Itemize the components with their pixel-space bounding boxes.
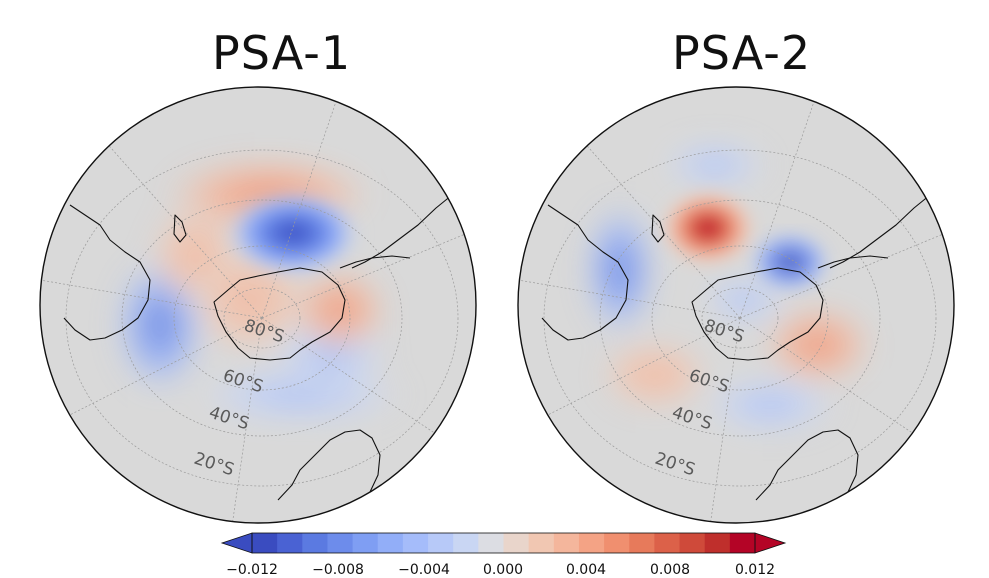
panel-title-psa1: PSA-1 bbox=[212, 26, 352, 80]
anomaly-neg-core-psa2 bbox=[748, 230, 832, 294]
coast-africa-psa2 bbox=[755, 429, 859, 501]
colorbar-tick-label: 0.008 bbox=[650, 562, 690, 578]
anomaly-pos-east-psa1 bbox=[292, 268, 388, 352]
map-psa1: 80°S 60°S 40°S 20°S bbox=[39, 86, 477, 524]
coast-australia-psa1 bbox=[63, 204, 151, 341]
colorbar-segment bbox=[478, 533, 505, 553]
colorbar-segment bbox=[453, 533, 479, 553]
anomaly-pos-core-psa2 bbox=[658, 188, 758, 268]
colorbar-segment bbox=[503, 533, 530, 553]
colorbar-tick-label: 0.012 bbox=[735, 562, 775, 578]
colorbar-tick-label: −0.012 bbox=[226, 562, 278, 578]
anomaly-neg-south-psa2 bbox=[700, 375, 840, 435]
anomaly-field-psa2 bbox=[582, 140, 873, 435]
coast-new-zealand-psa1 bbox=[173, 214, 187, 243]
colorbar-tick-label: −0.004 bbox=[398, 562, 450, 578]
colorbar bbox=[220, 532, 787, 554]
colorbar-segment bbox=[327, 533, 354, 553]
colorbar-segment bbox=[277, 533, 303, 553]
colorbar-segment bbox=[604, 533, 630, 553]
graticule-psa1 bbox=[40, 89, 476, 523]
colorbar-segment bbox=[377, 533, 404, 553]
colorbar-segment bbox=[553, 533, 580, 553]
colorbar-segment bbox=[352, 533, 379, 553]
colorbar-tick-label: 0.004 bbox=[566, 562, 606, 578]
colorbar-segment bbox=[629, 533, 655, 553]
map-border-psa2 bbox=[517, 86, 955, 524]
coast-new-zealand-psa2 bbox=[651, 214, 665, 243]
coastlines-psa2 bbox=[541, 187, 953, 501]
colorbar-extend-max bbox=[754, 532, 787, 554]
map-psa2: 80°S 60°S 40°S 20°S bbox=[517, 86, 955, 524]
colorbar-segment bbox=[578, 533, 605, 553]
coastlines-psa1 bbox=[63, 187, 475, 501]
colorbar-segment bbox=[252, 533, 278, 553]
coast-antarctica-psa1 bbox=[213, 267, 346, 361]
colorbar-segment bbox=[528, 533, 555, 553]
colorbar-segment bbox=[302, 533, 329, 553]
coast-antarctica-psa2 bbox=[691, 267, 824, 361]
colorbar-border bbox=[251, 532, 756, 554]
map-border-psa1 bbox=[39, 86, 477, 524]
colorbar-tick-label: −0.008 bbox=[312, 562, 364, 578]
colorbar-segment bbox=[654, 533, 681, 553]
graticule-psa2 bbox=[518, 89, 954, 523]
colorbar-segment bbox=[679, 533, 706, 553]
colorbar-extend-min bbox=[220, 532, 253, 554]
anomaly-neg-core-psa1 bbox=[225, 189, 361, 277]
colorbar-tick-label: 0.000 bbox=[483, 562, 523, 578]
coast-africa-psa1 bbox=[277, 429, 381, 501]
colorbar-segment bbox=[402, 533, 429, 553]
anomaly-neg-north-psa2 bbox=[660, 140, 770, 190]
panel-title-psa2: PSA-2 bbox=[672, 26, 812, 80]
anomaly-pos-southeast-psa2 bbox=[763, 305, 873, 385]
anomaly-pos-southwest-psa2 bbox=[600, 340, 710, 410]
anomaly-neg-west-psa2 bbox=[582, 200, 658, 340]
colorbar-segment bbox=[704, 533, 731, 553]
anomaly-field-psa1 bbox=[112, 157, 410, 425]
colorbar-ticks: −0.012 −0.008 −0.004 0.000 0.004 0.008 0… bbox=[226, 562, 775, 578]
colorbar-segment bbox=[428, 533, 454, 553]
coast-australia-psa2 bbox=[541, 204, 629, 341]
colorbar-segment bbox=[729, 533, 756, 553]
